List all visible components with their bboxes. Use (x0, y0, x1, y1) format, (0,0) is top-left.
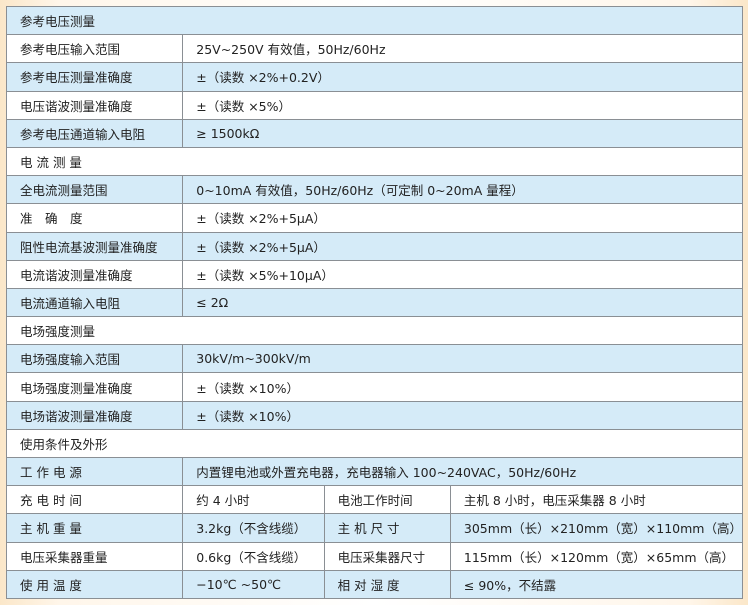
table-row: 电场强度输入范围 30kV/m~300kV/m (5, 344, 743, 374)
spec-label: 参考电压测量准确度 (5, 62, 184, 92)
spec-label: 参考电压输入范围 (5, 34, 184, 64)
spec-label: 电场强度测量准确度 (5, 372, 184, 402)
spec-label: 主 机 尺 寸 (323, 513, 451, 543)
spec-label: 电压谐波测量准确度 (5, 90, 184, 120)
spec-value: ±（读数 ×5%+10μA） (182, 259, 743, 289)
spec-label: 电流谐波测量准确度 (5, 259, 184, 289)
table-row: 电流谐波测量准确度 ±（读数 ×5%+10μA） (5, 259, 743, 289)
table-row: 主 机 重 量 3.2kg（不含线缆）主 机 尺 寸 305mm（长）×210mm（… (5, 513, 744, 543)
spec-label: 使 用 温 度 (5, 569, 184, 599)
spec-label: 电场谐波测量准确度 (5, 400, 184, 430)
spec-value: ≥ 1500kΩ (182, 118, 743, 148)
table-row: 参考电压通道输入电阻 ≥ 1500kΩ (5, 118, 743, 148)
table-row: 全电流测量范围 0~10mA 有效值，50Hz/60Hz（可定制 0~20mA 量… (5, 175, 743, 205)
section-header-row: 使用条件及外形 (6, 428, 743, 459)
spec-value: 115mm（长）×120mm（宽）×65mm（高） (449, 541, 744, 571)
table-row: 阻性电流基波测量准确度 ±（读数 ×2%+5μA） (5, 231, 743, 261)
spec-table: 参考电压测量 参考电压输入范围 25V~250V 有效值，50Hz/60Hz 参考电压… (5, 5, 744, 599)
spec-label: 阻性电流基波测量准确度 (5, 231, 184, 261)
spec-value: ≤ 2Ω (182, 287, 743, 318)
spec-label: 相 对 湿 度 (323, 569, 451, 599)
spec-value: 主机 8 小时，电压采集器 8 小时 (449, 485, 744, 515)
spec-label: 电池工作时间 (323, 485, 451, 515)
spec-value: 305mm（长）×210mm（宽）×110mm（高） (449, 513, 744, 543)
spec-label: 工 作 电 源 (5, 456, 184, 487)
section-title: 电 流 测 量 (6, 146, 743, 177)
table-row: 充 电 时 间约 4 小时 电池工作时间 主机 8 小时，电压采集器 8 小时 (5, 485, 744, 515)
table-row: 参考电压测量准确度 ±（读数 ×2%+0.2V） (5, 62, 743, 92)
spec-value: 3.2kg（不含线缆） (182, 513, 325, 543)
spec-value: ±（读数 ×10%） (182, 400, 743, 430)
spec-value: 内置锂电池或外置充电器，充电器输入 100~240VAC，50Hz/60Hz (182, 456, 743, 487)
spec-value: ±（读数 ×2%+5μA） (182, 203, 743, 233)
spec-label: 主 机 重 量 (5, 513, 184, 543)
section-header-row: 参考电压测量 (6, 5, 743, 36)
spec-value: ≤ 90%，不结露 (449, 569, 744, 599)
table-row: 使 用 温 度 −10℃ ~50℃ 相 对 湿 度 ≤ 90%，不结露 (5, 569, 744, 599)
spec-value: 0.6kg（不含线缆） (182, 541, 325, 571)
spec-label: 电场强度输入范围 (5, 344, 184, 374)
section-title: 使用条件及外形 (6, 428, 743, 459)
spec-value: ±（读数 ×10%） (182, 372, 743, 402)
section-title: 电场强度测量 (6, 316, 743, 346)
table-row: 参考电压输入范围 25V~250V 有效值，50Hz/60Hz (5, 34, 743, 64)
spec-label: 电流通道输入电阻 (5, 287, 184, 318)
spec-value: 0~10mA 有效值，50Hz/60Hz（可定制 0~20mA 量程） (182, 175, 743, 205)
table-row: 电场强度测量准确度 ±（读数 ×10%） (5, 372, 743, 402)
spec-value: ±（读数 ×2%+5μA） (182, 231, 743, 261)
spec-value: ±（读数 ×5%） (182, 90, 743, 120)
spec-value: ±（读数 ×2%+0.2V） (182, 62, 743, 92)
section-title: 参考电压测量 (6, 5, 743, 36)
section-header-row: 电 流 测 量 (6, 146, 743, 177)
spec-label: 电压采集器尺寸 (323, 541, 451, 571)
table-row: 电流通道输入电阻 ≤ 2Ω (5, 287, 743, 318)
table-row: 电压谐波测量准确度 ±（读数 ×5%） (5, 90, 743, 120)
spec-value: 约 4 小时 (182, 485, 325, 515)
spec-value: 25V~250V 有效值，50Hz/60Hz (182, 34, 743, 64)
spec-label: 电压采集器重量 (5, 541, 184, 571)
table-row: 准 确 度 ±（读数 ×2%+5μA） (5, 203, 743, 233)
table-row: 工 作 电 源内置锂电池或外置充电器，充电器输入 100~240VAC，50Hz… (5, 456, 743, 487)
table-row: 电压采集器重量 0.6kg（不含线缆） 电压采集器尺寸 115mm（长）×120mm（… (5, 541, 744, 571)
spec-value: 30kV/m~300kV/m (182, 344, 743, 374)
spec-label: 参考电压通道输入电阻 (5, 118, 184, 148)
spec-label: 准 确 度 (5, 203, 184, 233)
spec-label: 充 电 时 间 (5, 485, 184, 515)
section-header-row: 电场强度测量 (6, 316, 743, 346)
table-row: 电场谐波测量准确度 ±（读数 ×10%） (5, 400, 743, 430)
spec-label: 全电流测量范围 (5, 175, 184, 205)
spec-value: −10℃ ~50℃ (182, 569, 325, 599)
